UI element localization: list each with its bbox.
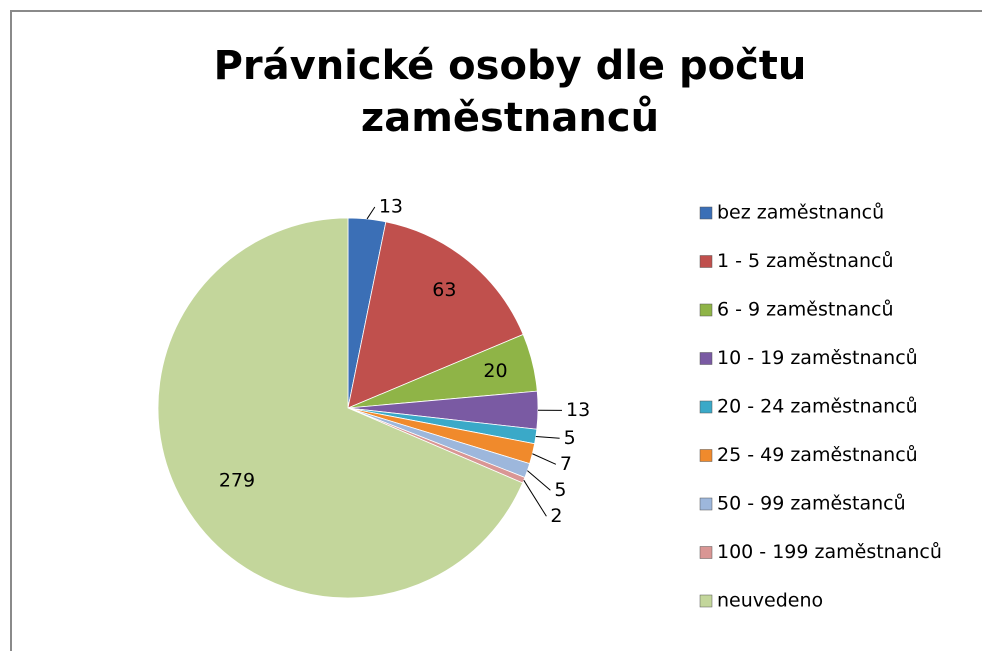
chart-border (10, 10, 982, 651)
legend-label: neuvedeno (717, 590, 823, 612)
legend-swatch (699, 546, 713, 559)
legend-label: 100 - 199 zaměstnanců (717, 541, 942, 563)
legend-swatch (699, 449, 713, 462)
leader-line (366, 206, 376, 220)
data-label: 5 (554, 479, 566, 501)
data-label: 20 (483, 360, 507, 382)
legend-swatch (699, 303, 713, 317)
legend-swatch (699, 497, 713, 511)
data-label: 2 (550, 505, 562, 527)
data-label: 279 (219, 470, 255, 492)
leader-line (523, 479, 547, 517)
pie-slice (347, 221, 524, 409)
data-label: 7 (560, 453, 572, 475)
data-label: 5 (564, 427, 576, 449)
legend-swatch (699, 594, 713, 608)
legend-label: 10 - 19 zaměstnanců (717, 347, 918, 369)
leader-line (535, 435, 560, 439)
legend-swatch (699, 400, 713, 414)
leader-line (532, 453, 557, 465)
legend-label: 50 - 99 zaměstanců (717, 493, 906, 515)
data-label: 63 (432, 279, 456, 301)
leader-line (527, 470, 551, 491)
legend-swatch (699, 206, 713, 220)
legend-swatch (699, 255, 713, 268)
legend-label: 6 - 9 zaměstnanců (717, 299, 894, 321)
data-label: 13 (379, 196, 403, 218)
chart-title: Právnické osoby dle počtu zaměstnanců (213, 43, 807, 141)
legend-swatch (699, 352, 713, 365)
legend-label: 1 - 5 zaměstnanců (717, 250, 894, 272)
legend-label: bez zaměstnanců (717, 202, 884, 224)
legend-label: 20 - 24 zaměstnanců (717, 396, 918, 418)
data-label: 13 (566, 399, 590, 421)
legend-label: 25 - 49 zaměstnanců (717, 444, 918, 466)
pie-slice (157, 217, 524, 599)
